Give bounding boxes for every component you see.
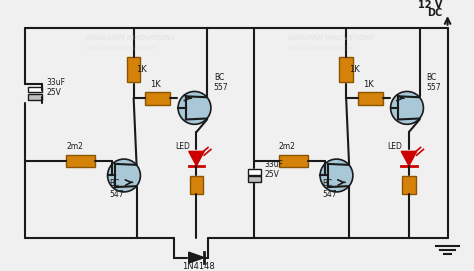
Bar	[190, 176, 203, 194]
Polygon shape	[189, 252, 204, 263]
Text: BC
557: BC 557	[214, 73, 228, 92]
Bar	[66, 155, 95, 167]
Circle shape	[178, 92, 211, 124]
Text: 33uF
25V: 33uF 25V	[47, 78, 66, 97]
Text: 2m2: 2m2	[279, 143, 295, 151]
Text: BC
547: BC 547	[322, 179, 337, 199]
Text: 1K: 1K	[150, 80, 161, 89]
Text: BC
557: BC 557	[426, 73, 441, 92]
Polygon shape	[401, 151, 417, 166]
Bar	[247, 176, 261, 182]
Text: BC
547: BC 547	[109, 179, 124, 199]
Circle shape	[108, 159, 140, 192]
Text: 33uF
25V: 33uF 25V	[264, 160, 283, 179]
Bar	[402, 176, 416, 194]
Circle shape	[320, 159, 353, 192]
Bar	[145, 92, 170, 105]
Bar	[339, 57, 353, 82]
Text: SWAGATAM INNOVATIONS: SWAGATAM INNOVATIONS	[85, 46, 156, 51]
Bar	[127, 57, 140, 82]
Text: 1K: 1K	[137, 65, 147, 74]
Text: 1K: 1K	[349, 65, 360, 74]
Text: 2m2: 2m2	[66, 143, 83, 151]
Text: WAGATAM INNOVATIONS: WAGATAM INNOVATIONS	[288, 46, 356, 51]
Text: DC: DC	[428, 8, 443, 18]
Polygon shape	[189, 151, 204, 166]
Bar	[28, 87, 42, 92]
Text: 1N4148: 1N4148	[182, 262, 215, 271]
Bar	[28, 94, 42, 100]
Circle shape	[391, 92, 423, 124]
Text: 1K: 1K	[363, 80, 374, 89]
Text: SWAGATAM INNOVATIONS: SWAGATAM INNOVATIONS	[85, 35, 175, 41]
Bar	[279, 155, 308, 167]
Text: 12 V: 12 V	[419, 0, 443, 10]
Bar	[358, 92, 383, 105]
Bar	[247, 169, 261, 175]
Text: WAGATAM INNOVATIONS: WAGATAM INNOVATIONS	[288, 35, 374, 41]
Text: LED: LED	[388, 143, 402, 151]
Text: LED: LED	[175, 143, 190, 151]
